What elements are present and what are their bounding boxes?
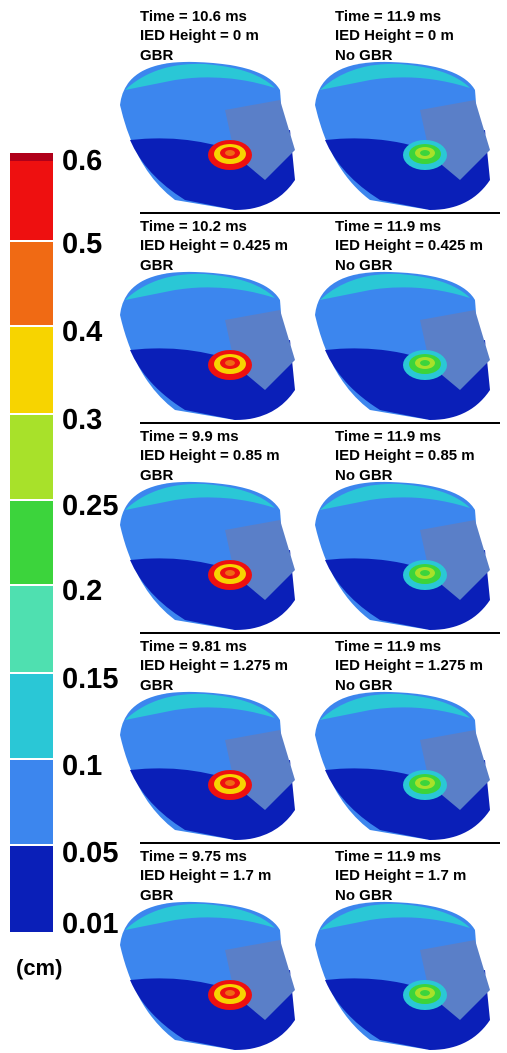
panel-time: Time = 9.81 ms — [140, 638, 247, 655]
skull-model — [120, 62, 295, 210]
impact-core — [420, 990, 430, 996]
colorbar-label: 0.5 — [62, 228, 102, 260]
impact-core — [420, 360, 430, 366]
panel-height: IED Height = 1.275 m — [335, 657, 483, 674]
colorbar-band — [10, 846, 53, 932]
colorbar-cap — [10, 153, 53, 161]
colorbar-label: 0.05 — [62, 837, 118, 869]
panel-condition: GBR — [140, 467, 174, 484]
panel-height: IED Height = 0.425 m — [140, 237, 288, 254]
panel-condition: No GBR — [335, 467, 393, 484]
panel-height: IED Height = 1.7 m — [335, 867, 466, 884]
impact-core — [225, 150, 235, 156]
panel-time: Time = 11.9 ms — [335, 428, 441, 445]
impact-core — [225, 780, 235, 786]
colorbar-label: 0.3 — [62, 404, 102, 436]
panel-height: IED Height = 0 m — [140, 27, 259, 44]
panel-height: IED Height = 0 m — [335, 27, 454, 44]
colorbar-band — [10, 674, 53, 758]
panel-condition: GBR — [140, 677, 174, 694]
panel-height: IED Height = 0.85 m — [335, 447, 475, 464]
colorbar-label: 0.15 — [62, 663, 118, 695]
panel-time: Time = 10.6 ms — [140, 8, 247, 25]
skull-model — [120, 272, 295, 420]
panel-condition: No GBR — [335, 677, 393, 694]
impact-core — [420, 780, 430, 786]
panel-condition: No GBR — [335, 257, 393, 274]
panel-time: Time = 11.9 ms — [335, 638, 441, 655]
colorbar-label: 0.01 — [62, 908, 118, 940]
colorbar-label: 0.2 — [62, 575, 102, 607]
skull-model — [315, 482, 490, 630]
impact-core — [420, 570, 430, 576]
colorbar — [10, 153, 53, 932]
panel-time: Time = 9.75 ms — [140, 848, 247, 865]
panel-time: Time = 11.9 ms — [335, 848, 441, 865]
colorbar-band — [10, 586, 53, 672]
panel-time: Time = 9.9 ms — [140, 428, 239, 445]
panel-condition: GBR — [140, 257, 174, 274]
panel-time: Time = 11.9 ms — [335, 8, 441, 25]
skull-model — [120, 902, 295, 1050]
skull-model — [120, 692, 295, 840]
panel-height: IED Height = 1.275 m — [140, 657, 288, 674]
panel-condition: GBR — [140, 887, 174, 904]
skull-model — [120, 482, 295, 630]
skull-model — [315, 692, 490, 840]
skull-model — [315, 62, 490, 210]
colorbar-band — [10, 760, 53, 844]
impact-core — [420, 150, 430, 156]
panel-time: Time = 10.2 ms — [140, 218, 247, 235]
panel-height: IED Height = 1.7 m — [140, 867, 271, 884]
impact-core — [225, 570, 235, 576]
skull-model — [315, 902, 490, 1050]
colorbar-band — [10, 415, 53, 499]
panel-height: IED Height = 0.85 m — [140, 447, 280, 464]
colorbar-band — [10, 501, 53, 584]
panel-condition: No GBR — [335, 887, 393, 904]
colorbar-label: 0.6 — [62, 145, 102, 177]
skull-model — [315, 272, 490, 420]
impact-core — [225, 990, 235, 996]
colorbar-label: 0.25 — [62, 490, 118, 522]
impact-core — [225, 360, 235, 366]
colorbar-band — [10, 242, 53, 325]
colorbar-band — [10, 161, 53, 240]
figure: (cm) 0.6 0.5 0.4 0.3 0.25 0.2 0.15 0.1 0.05 0.01 T… — [0, 0, 507, 1053]
panel-time: Time = 11.9 ms — [335, 218, 441, 235]
colorbar-band — [10, 327, 53, 413]
panel-condition: GBR — [140, 47, 174, 64]
colorbar-label: 0.1 — [62, 750, 102, 782]
colorbar-unit: (cm) — [16, 955, 62, 980]
panel-height: IED Height = 0.425 m — [335, 237, 483, 254]
panel-condition: No GBR — [335, 47, 393, 64]
colorbar-label: 0.4 — [62, 316, 102, 348]
